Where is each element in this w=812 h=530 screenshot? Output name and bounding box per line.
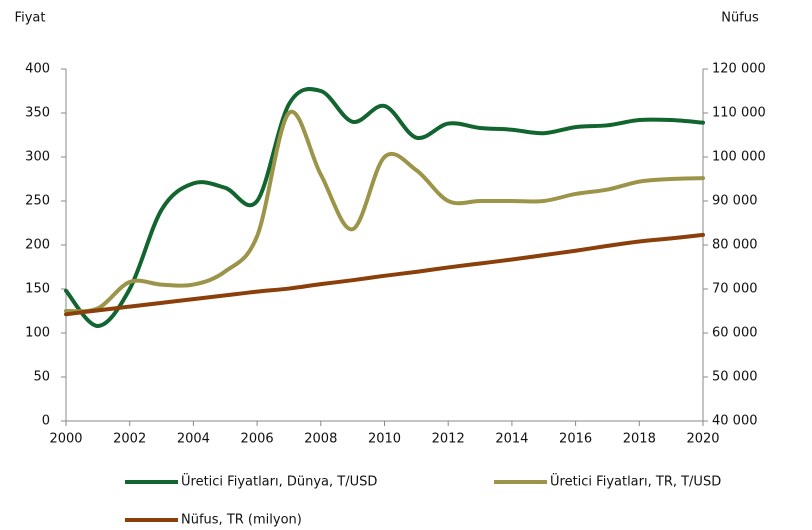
line-series [64,87,705,328]
x-tick-label: 2010 [368,432,401,447]
y2-tick-label: 120 000 [712,62,766,77]
x-tick-label: 2014 [495,432,528,447]
legend-label: Üretici Fiyatları, Dünya, T/USD [181,473,377,490]
x-tick-label: 2018 [623,432,656,447]
y-tick-label: 400 [25,62,50,77]
y-tick-label: 100 [25,326,50,341]
y2-tick-label: 60 000 [712,326,758,341]
y2-tick-label: 40 000 [712,414,758,429]
x-tick-label: 2016 [559,432,592,447]
x-tick-label: 2004 [177,432,210,447]
line-series [64,232,705,317]
legend-label: Üretici Fiyatları, TR, T/USD [550,473,721,490]
y-tick-label: 150 [25,282,50,297]
x-tick-label: 2006 [241,432,274,447]
y-tick-label: 50 [33,370,50,385]
y-tick-label: 250 [25,194,50,209]
y2-tick-label: 70 000 [712,282,758,297]
y-tick-label: 200 [25,238,50,253]
y2-tick-label: 90 000 [712,194,758,209]
y-tick-label: 0 [42,414,50,429]
x-tick-label: 2000 [49,432,82,447]
x-tick-label: 2002 [113,432,146,447]
y-tick-label: 300 [25,150,50,165]
y2-tick-label: 50 000 [712,370,758,385]
y2-tick-label: 110 000 [712,106,766,121]
y-tick-label: 350 [25,106,50,121]
y2-tick-label: 100 000 [712,150,766,165]
x-tick-label: 2008 [304,432,337,447]
y-axis-title: Fiyat [15,11,46,26]
legend-label: Nüfus, TR (milyon) [181,513,302,528]
y2-tick-label: 80 000 [712,238,758,253]
x-tick-label: 2012 [432,432,465,447]
x-tick-label: 2020 [686,432,719,447]
line-series [64,109,705,314]
y2-axis-title: Nüfus [721,11,759,26]
